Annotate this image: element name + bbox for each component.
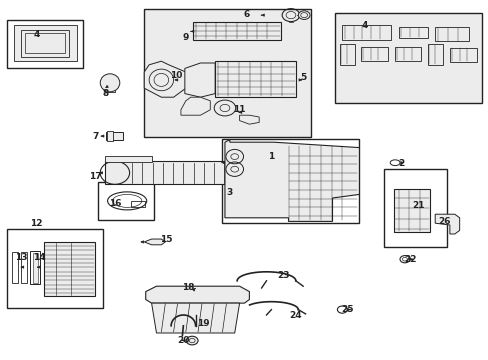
Text: 26: 26 — [438, 217, 450, 226]
Text: 19: 19 — [196, 320, 209, 328]
Bar — [339, 44, 354, 65]
Bar — [398, 27, 427, 38]
Bar — [33, 253, 38, 283]
Bar — [144, 9, 310, 137]
Polygon shape — [224, 140, 359, 221]
Bar — [449, 48, 476, 62]
Ellipse shape — [298, 11, 309, 19]
Bar — [342, 25, 390, 40]
Text: 18: 18 — [182, 284, 194, 292]
Text: 8: 8 — [102, 89, 108, 98]
Text: 21: 21 — [411, 201, 424, 210]
Bar — [14, 25, 77, 61]
Text: 24: 24 — [289, 310, 302, 320]
Bar — [107, 131, 113, 141]
Bar — [222, 139, 359, 223]
Text: 12: 12 — [30, 219, 43, 228]
Bar — [20, 30, 69, 57]
Bar — [105, 161, 246, 184]
Bar — [393, 189, 429, 232]
Text: 3: 3 — [226, 188, 232, 197]
Text: 7: 7 — [92, 132, 99, 141]
Bar — [44, 242, 95, 296]
Polygon shape — [144, 61, 185, 97]
Text: 14: 14 — [33, 253, 45, 262]
Polygon shape — [434, 214, 459, 234]
Bar — [193, 22, 281, 40]
Text: 5: 5 — [300, 73, 305, 82]
Bar — [394, 47, 420, 61]
Bar — [434, 27, 468, 41]
Polygon shape — [145, 286, 249, 303]
Bar — [383, 169, 447, 247]
Text: 4: 4 — [360, 21, 367, 30]
Text: 9: 9 — [182, 33, 189, 42]
Bar — [21, 252, 27, 283]
Ellipse shape — [186, 336, 198, 345]
Bar — [215, 61, 295, 97]
Text: 25: 25 — [340, 305, 353, 314]
Polygon shape — [181, 97, 210, 115]
Polygon shape — [239, 115, 259, 124]
Text: 17: 17 — [89, 172, 102, 181]
Bar — [7, 229, 102, 308]
Bar — [360, 47, 387, 61]
Bar — [25, 33, 64, 53]
Text: 16: 16 — [108, 199, 121, 208]
Text: 13: 13 — [15, 253, 27, 262]
Polygon shape — [184, 63, 215, 97]
Bar — [105, 132, 122, 140]
Text: 23: 23 — [277, 271, 289, 280]
Bar — [334, 13, 481, 103]
Text: 11: 11 — [233, 105, 245, 114]
Text: 22: 22 — [404, 255, 416, 264]
Bar — [7, 20, 83, 68]
Bar — [105, 156, 151, 162]
Text: 2: 2 — [397, 159, 403, 168]
Text: 4: 4 — [33, 30, 40, 39]
Text: 1: 1 — [268, 152, 274, 161]
Ellipse shape — [100, 74, 120, 92]
Bar — [98, 182, 154, 220]
Text: 10: 10 — [169, 71, 182, 80]
Text: 20: 20 — [177, 336, 189, 345]
Polygon shape — [144, 239, 165, 245]
Text: 6: 6 — [244, 10, 249, 19]
Polygon shape — [151, 303, 239, 333]
Bar — [131, 201, 144, 207]
Text: 15: 15 — [160, 235, 172, 244]
Bar — [12, 252, 18, 283]
Bar — [30, 251, 40, 284]
Bar — [427, 44, 442, 65]
